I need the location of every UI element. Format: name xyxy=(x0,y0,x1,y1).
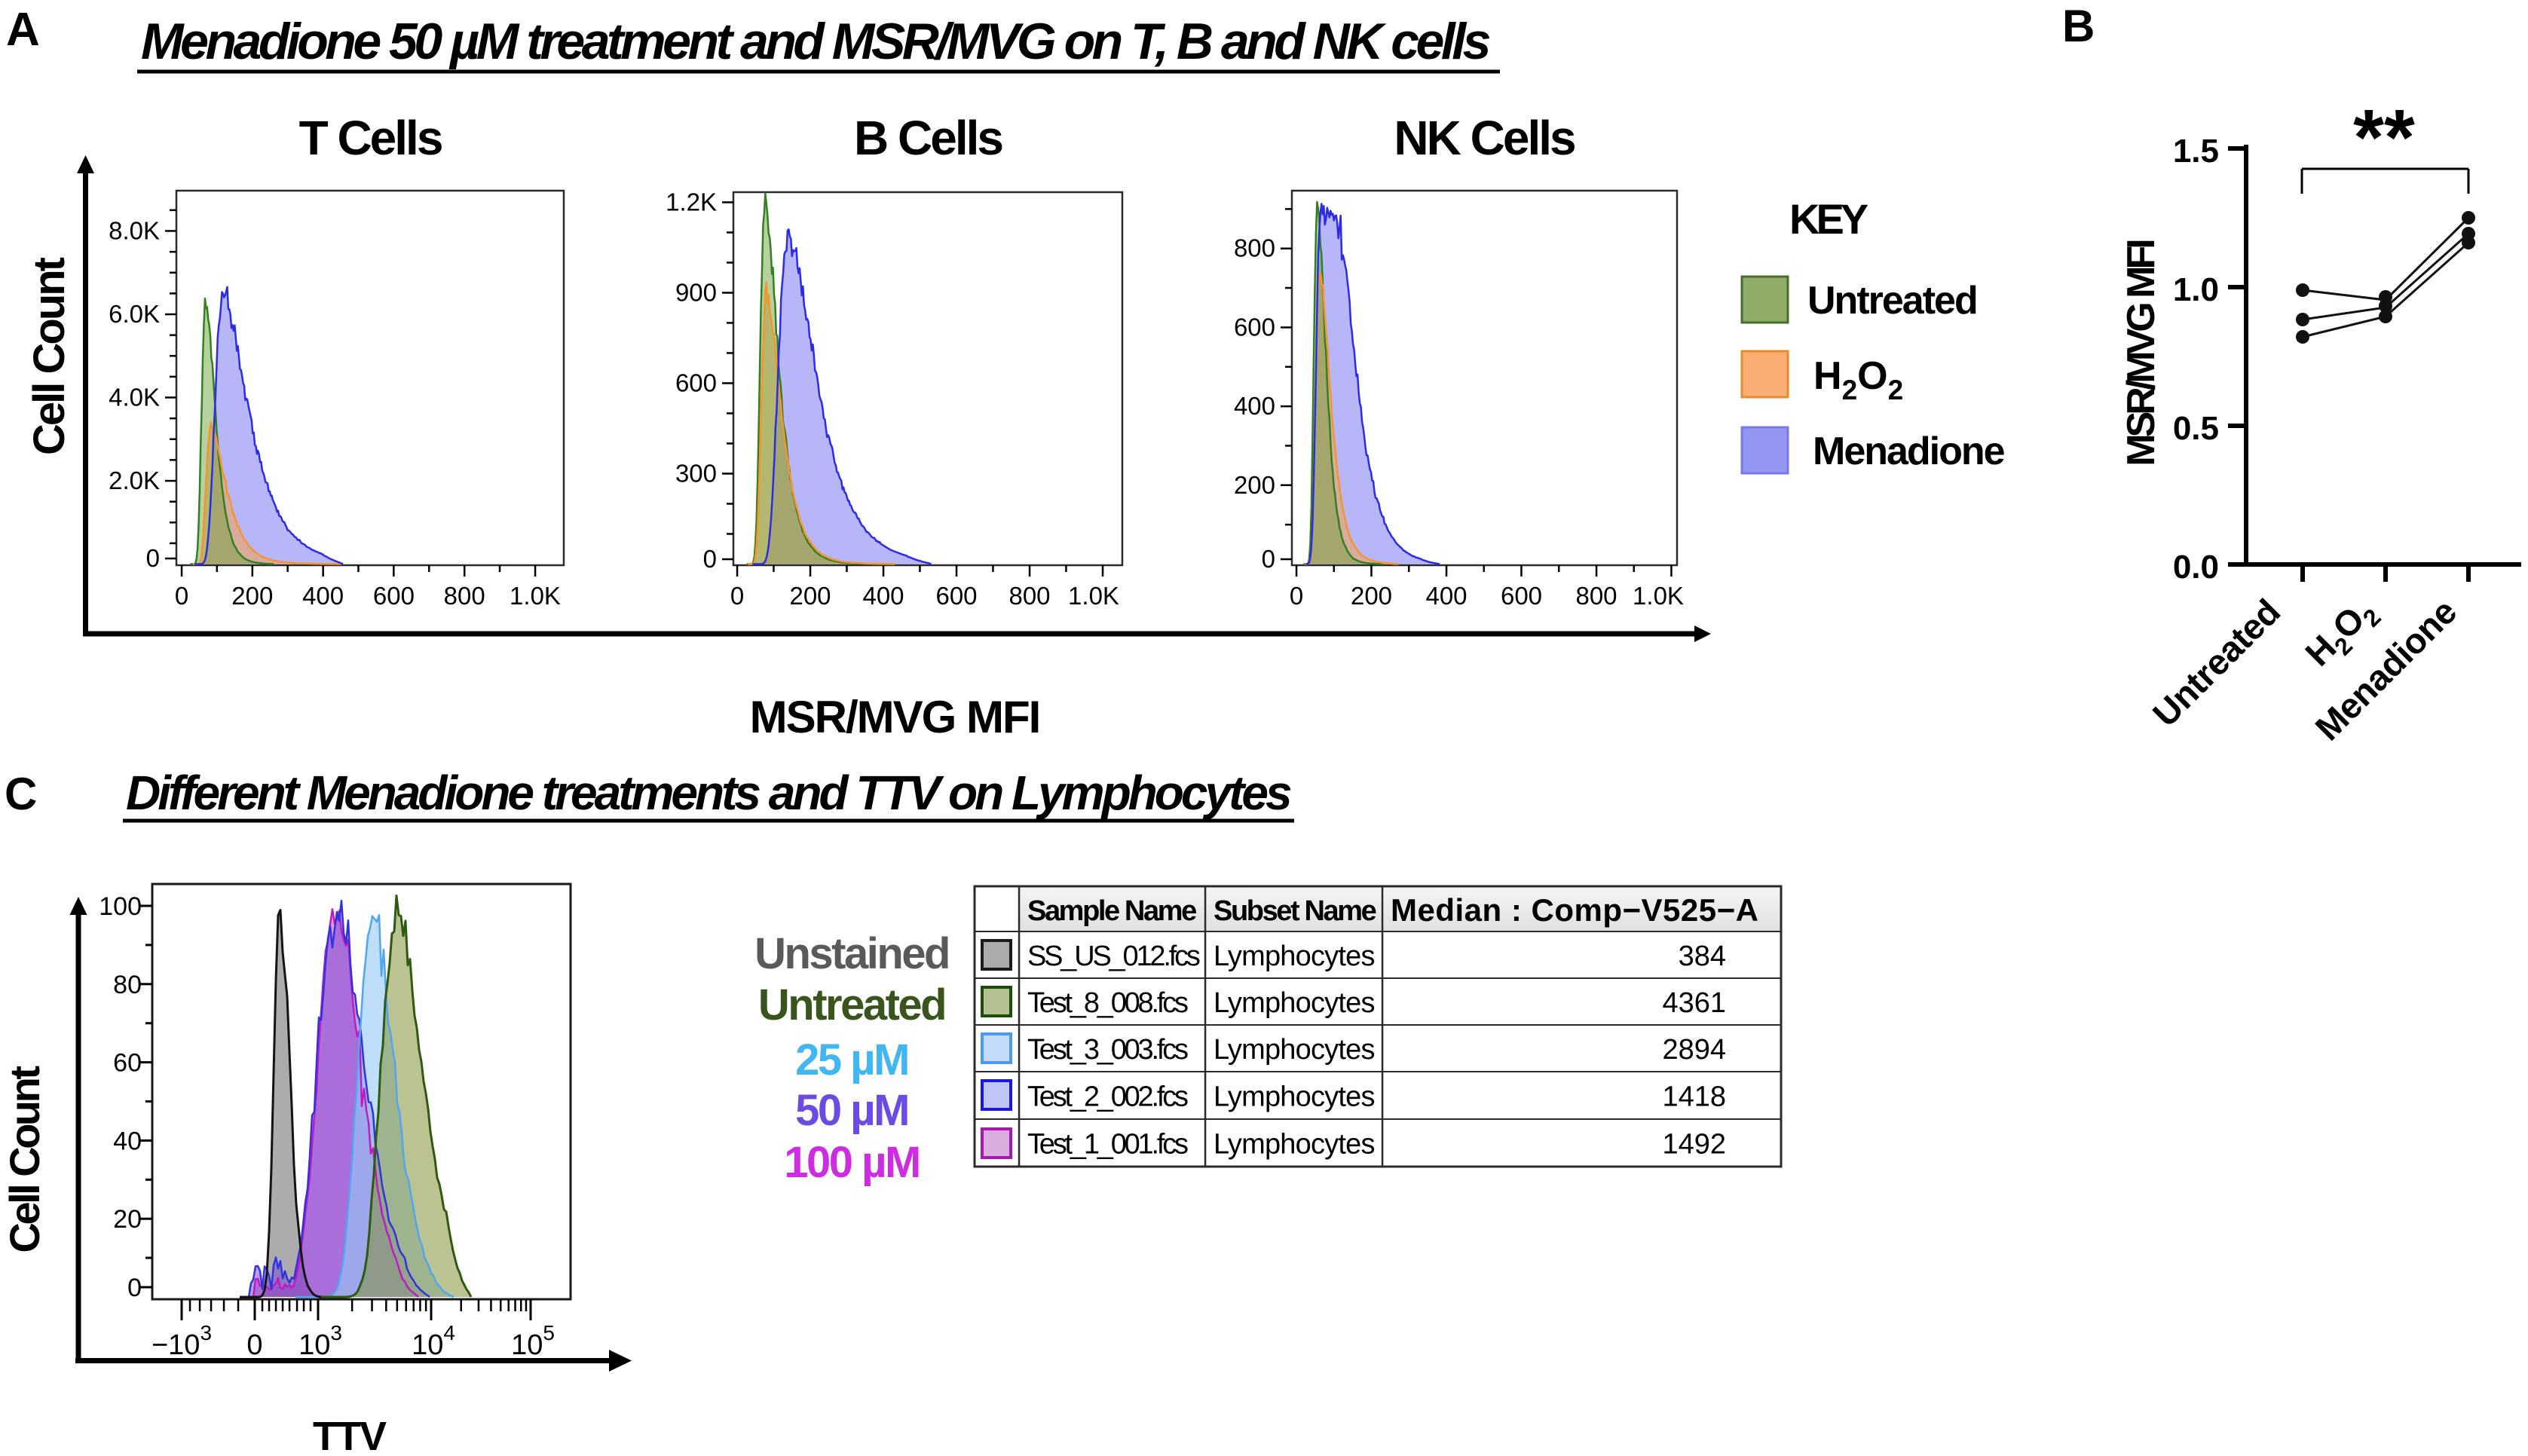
svg-text:400: 400 xyxy=(1234,392,1275,420)
svg-text:Test_2_002.fcs: Test_2_002.fcs xyxy=(1027,1081,1188,1113)
svg-text:1418: 1418 xyxy=(1662,1081,1726,1113)
svg-text:Test_3_003.fcs: Test_3_003.fcs xyxy=(1027,1034,1188,1066)
svg-text:200: 200 xyxy=(231,582,273,610)
svg-text:Median : Comp−V525−A: Median : Comp−V525−A xyxy=(1391,892,1758,928)
svg-text:0.5: 0.5 xyxy=(2173,410,2219,447)
svg-text:KEY: KEY xyxy=(1789,195,1868,243)
svg-text:Different Menadione treatments: Different Menadione treatments and TTV o… xyxy=(126,766,1291,820)
svg-text:6.0K: 6.0K xyxy=(109,300,160,328)
svg-text:0: 0 xyxy=(730,582,744,610)
svg-text:Sample Name: Sample Name xyxy=(1027,895,1196,927)
svg-text:80: 80 xyxy=(113,971,142,999)
svg-text:B Cells: B Cells xyxy=(854,111,1002,165)
svg-text:Lymphocytes: Lymphocytes xyxy=(1214,987,1375,1019)
svg-text:4361: 4361 xyxy=(1662,987,1726,1019)
svg-text:800: 800 xyxy=(1575,582,1617,610)
svg-text:0: 0 xyxy=(127,1274,142,1302)
svg-text:40: 40 xyxy=(113,1127,142,1155)
svg-text:Untreated: Untreated xyxy=(1807,279,1977,323)
svg-text:600: 600 xyxy=(373,582,415,610)
svg-text:400: 400 xyxy=(302,582,344,610)
svg-text:384: 384 xyxy=(1679,941,1726,972)
svg-text:1.0K: 1.0K xyxy=(1068,582,1119,610)
svg-text:0: 0 xyxy=(1290,582,1303,610)
svg-text:Menadione 50 µM treatment and: Menadione 50 µM treatment and MSR/MVG on… xyxy=(141,13,1490,70)
svg-text:2.0K: 2.0K xyxy=(109,466,160,494)
svg-text:900: 900 xyxy=(675,279,717,307)
svg-text:Lymphocytes: Lymphocytes xyxy=(1214,1129,1375,1161)
svg-text:0.0: 0.0 xyxy=(2173,549,2219,586)
svg-text:100: 100 xyxy=(99,892,142,921)
svg-text:600: 600 xyxy=(935,582,977,610)
svg-text:8.0K: 8.0K xyxy=(109,217,160,245)
svg-text:200: 200 xyxy=(789,582,831,610)
svg-text:Untreated: Untreated xyxy=(758,980,945,1029)
svg-text:200: 200 xyxy=(1234,471,1275,499)
svg-text:100 µM: 100 µM xyxy=(784,1138,920,1187)
svg-text:400: 400 xyxy=(1425,582,1467,610)
svg-text:300: 300 xyxy=(675,460,717,488)
svg-text:Test_8_008.fcs: Test_8_008.fcs xyxy=(1027,987,1188,1019)
svg-text:T Cells: T Cells xyxy=(299,111,442,165)
svg-text:NK Cells: NK Cells xyxy=(1394,111,1575,165)
svg-text:25 µM: 25 µM xyxy=(795,1035,908,1084)
svg-text:800: 800 xyxy=(444,582,485,610)
svg-text:Cell Count: Cell Count xyxy=(25,257,74,455)
svg-text:60: 60 xyxy=(113,1049,142,1078)
svg-text:Lymphocytes: Lymphocytes xyxy=(1214,1081,1375,1113)
svg-text:600: 600 xyxy=(675,369,717,397)
svg-text:Lymphocytes: Lymphocytes xyxy=(1214,1034,1375,1066)
svg-text:1.2K: 1.2K xyxy=(666,188,717,216)
svg-text:1.0K: 1.0K xyxy=(510,582,561,610)
svg-text:50 µM: 50 µM xyxy=(795,1086,908,1135)
svg-text:600: 600 xyxy=(1234,313,1275,341)
svg-text:1492: 1492 xyxy=(1662,1129,1726,1161)
svg-text:Unstained: Unstained xyxy=(754,929,949,978)
svg-text:MSR/MVG MFI: MSR/MVG MFI xyxy=(2119,241,2163,466)
svg-text:200: 200 xyxy=(1351,582,1392,610)
svg-text:20: 20 xyxy=(113,1205,142,1234)
svg-text:800: 800 xyxy=(1008,582,1050,610)
svg-text:2894: 2894 xyxy=(1662,1034,1726,1066)
svg-text:800: 800 xyxy=(1234,234,1275,262)
svg-text:0: 0 xyxy=(1262,545,1275,573)
svg-text:0: 0 xyxy=(703,545,717,573)
svg-text:Menadione: Menadione xyxy=(1813,430,2005,473)
svg-text:1.0: 1.0 xyxy=(2173,271,2219,308)
svg-text:Lymphocytes: Lymphocytes xyxy=(1214,941,1375,972)
svg-text:Test_1_001.fcs: Test_1_001.fcs xyxy=(1027,1129,1188,1161)
svg-text:4.0K: 4.0K xyxy=(109,384,160,411)
svg-text:MSR/MVG MFI: MSR/MVG MFI xyxy=(750,692,1040,742)
svg-text:**: ** xyxy=(2353,93,2415,182)
svg-text:A: A xyxy=(6,4,40,56)
svg-text:C: C xyxy=(5,769,37,819)
svg-text:TTV: TTV xyxy=(313,1414,387,1452)
svg-text:0: 0 xyxy=(146,544,160,572)
svg-text:Subset Name: Subset Name xyxy=(1214,895,1376,927)
svg-text:SS_US_012.fcs: SS_US_012.fcs xyxy=(1027,941,1200,972)
svg-text:0: 0 xyxy=(175,582,188,610)
svg-text:600: 600 xyxy=(1501,582,1542,610)
svg-text:0: 0 xyxy=(246,1329,262,1361)
svg-text:1.0K: 1.0K xyxy=(1633,582,1684,610)
svg-text:Cell Count: Cell Count xyxy=(1,1066,48,1253)
svg-text:B: B xyxy=(2062,1,2095,51)
svg-text:400: 400 xyxy=(862,582,904,610)
svg-text:1.5: 1.5 xyxy=(2173,133,2219,170)
